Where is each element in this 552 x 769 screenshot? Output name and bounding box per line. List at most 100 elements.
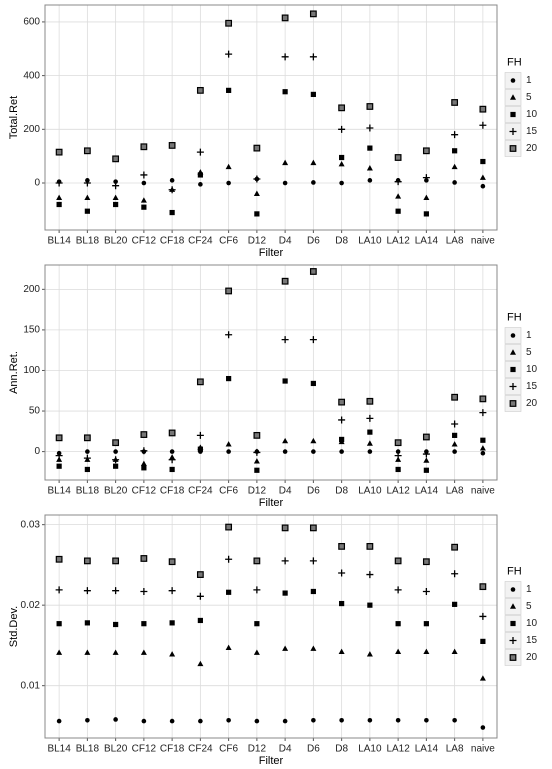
data-point — [198, 718, 203, 724]
data-point — [395, 466, 401, 473]
data-point — [311, 180, 316, 185]
y-axis-title: Total.Ret — [8, 96, 20, 139]
data-point — [112, 182, 120, 190]
legend-symbol — [509, 637, 517, 644]
data-point — [282, 449, 288, 454]
data-point — [395, 449, 401, 454]
y-tick-label: 0.03 — [21, 519, 41, 530]
data-point — [253, 144, 261, 152]
data-point — [452, 601, 458, 607]
data-point — [395, 208, 401, 214]
data-point — [169, 620, 175, 626]
data-point — [226, 449, 231, 454]
data-point — [395, 456, 402, 462]
data-point — [56, 456, 63, 462]
data-point — [55, 555, 63, 563]
data-point — [169, 178, 175, 183]
data-point — [226, 375, 232, 382]
data-point — [309, 53, 317, 61]
data-point — [282, 89, 288, 95]
data-point — [140, 587, 148, 595]
plot-background — [45, 5, 497, 230]
data-point — [423, 648, 430, 655]
y-axis-title: Ann.Ret. — [8, 351, 20, 394]
data-point — [141, 718, 147, 724]
data-point — [168, 456, 176, 464]
data-point — [140, 171, 148, 179]
legend-symbol — [509, 400, 517, 407]
data-point — [452, 180, 457, 185]
data-point — [281, 53, 289, 61]
plot-border — [44, 4, 498, 231]
data-point — [480, 437, 486, 443]
legend-title: FH — [507, 565, 522, 577]
data-point — [141, 621, 147, 627]
legend-symbol — [510, 349, 516, 355]
x-tick-label: D12 — [248, 744, 267, 755]
data-point — [197, 660, 204, 667]
data-point — [282, 378, 288, 384]
data-point — [310, 91, 316, 98]
data-point — [451, 543, 459, 551]
data-point — [367, 145, 373, 151]
legend-label: 20 — [526, 398, 538, 409]
data-point — [226, 717, 231, 723]
data-point — [366, 103, 374, 110]
legend-symbol — [510, 94, 516, 100]
data-point — [423, 467, 429, 473]
x-tick-label: BL14 — [47, 744, 71, 755]
y-tick-label: 200 — [23, 124, 40, 135]
data-point — [140, 649, 147, 655]
data-point — [169, 449, 175, 454]
data-point — [310, 645, 317, 651]
data-point — [225, 19, 233, 27]
data-point — [196, 86, 204, 94]
data-point — [56, 621, 62, 627]
x-tick-label: D8 — [335, 744, 348, 755]
data-point — [226, 87, 232, 93]
x-tick-label: CF6 — [219, 486, 238, 497]
data-point — [197, 446, 203, 452]
data-point — [196, 571, 204, 578]
x-tick-label: BL14 — [47, 236, 71, 247]
data-point — [196, 378, 204, 386]
data-point — [309, 524, 317, 532]
data-point — [479, 105, 487, 113]
data-point — [225, 331, 233, 339]
legend-label: 10 — [526, 364, 538, 375]
data-point — [339, 436, 345, 443]
legend-symbol — [510, 603, 516, 609]
data-point — [55, 434, 63, 442]
data-point — [366, 571, 374, 579]
data-point — [282, 180, 288, 186]
x-tick-label: CF24 — [188, 486, 213, 497]
data-point — [225, 163, 232, 170]
data-point — [225, 441, 232, 447]
data-point — [367, 449, 373, 454]
data-point — [140, 447, 148, 455]
data-point — [225, 50, 233, 58]
data-point — [339, 600, 345, 607]
x-tick-label: D6 — [307, 744, 320, 755]
data-point — [56, 649, 63, 655]
data-point — [254, 467, 260, 473]
x-tick-label: LA12 — [386, 236, 410, 247]
data-point — [480, 638, 486, 644]
legend-label: 5 — [526, 347, 532, 358]
legend-symbol — [510, 620, 516, 627]
data-point — [85, 717, 90, 723]
data-point — [168, 587, 176, 595]
legend-label: 20 — [526, 143, 538, 154]
data-point — [84, 208, 90, 214]
data-point — [84, 649, 91, 655]
legend-symbol — [510, 366, 516, 373]
data-point — [452, 449, 457, 454]
data-point — [253, 586, 261, 594]
data-point — [113, 201, 119, 208]
data-point — [366, 440, 373, 446]
legend-title: FH — [507, 56, 522, 68]
data-point — [225, 287, 233, 295]
data-point — [338, 125, 346, 133]
data-point — [56, 201, 62, 208]
data-point — [451, 163, 458, 170]
